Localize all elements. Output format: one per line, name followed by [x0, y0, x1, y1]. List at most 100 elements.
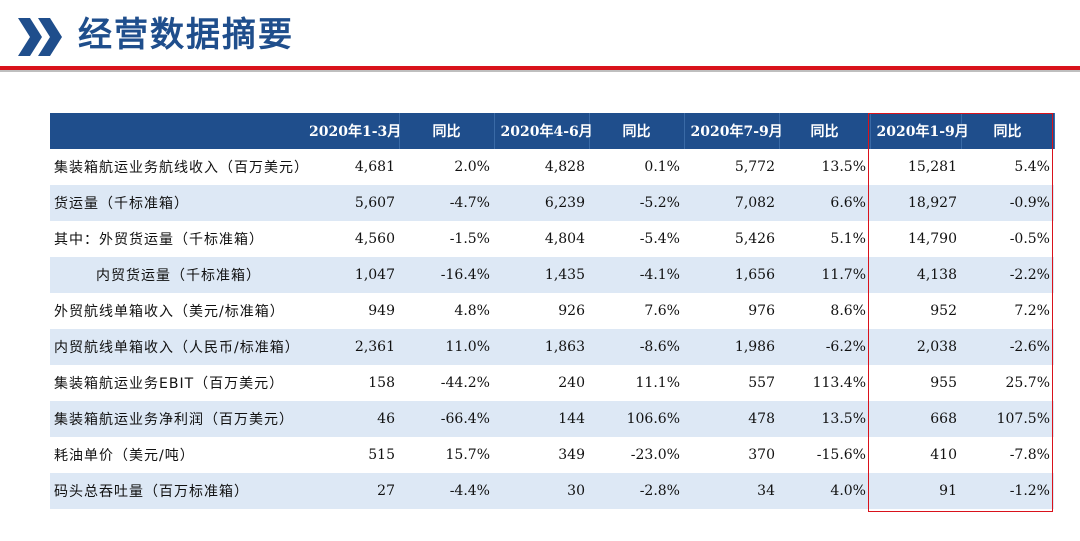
table-cell: -0.5%	[1009, 231, 1050, 247]
table-cell: 4,804	[544, 231, 585, 247]
table-cell: 91	[870, 473, 961, 509]
table-cell: -4.1%	[589, 257, 684, 293]
row-label: 集装箱航运业务航线收入（百万美元）	[54, 160, 309, 176]
table-cell: 1,863	[494, 329, 589, 365]
row-label: 集装箱航运业务净利润（百万美元）	[50, 401, 303, 437]
row-label: 集装箱航运业务EBIT（百万美元）	[54, 376, 285, 392]
header-cell: 同比	[589, 113, 685, 149]
table-cell: 240	[558, 375, 585, 391]
table-cell: -0.9%	[961, 185, 1054, 221]
header-red-rule	[0, 66, 1080, 70]
table-cell: 158	[368, 375, 395, 391]
table-cell: 5.4%	[1014, 159, 1050, 175]
table-cell: 1,047	[303, 257, 399, 293]
table-cell: -1.2%	[961, 473, 1054, 509]
table-cell: 668	[870, 401, 961, 437]
table-cell: 4,560	[354, 231, 395, 247]
table-cell: 27	[303, 473, 399, 509]
table-cell: 46	[303, 401, 399, 437]
table-cell: 11.7%	[779, 257, 870, 293]
table-cell: 515	[368, 447, 395, 463]
table-row: 货运量（千标准箱） 5,607 -4.7% 6,239 -5.2% 7,082 …	[50, 185, 1054, 221]
table-cell: 15.7%	[445, 447, 490, 463]
table-cell: -5.4%	[639, 231, 680, 247]
table-cell: -44.2%	[440, 375, 490, 391]
table-cell: 18,927	[870, 185, 961, 221]
header-cell: 2020年7-9月	[684, 113, 783, 149]
table-cell: -15.6%	[816, 447, 866, 463]
table-cell: 107.5%	[961, 401, 1054, 437]
table-row: 外贸航线单箱收入（美元/标准箱） 949 4.8% 926 7.6% 976 8…	[50, 293, 1054, 329]
table-cell: -16.4%	[399, 257, 494, 293]
row-label: 内贸航线单箱收入（人民币/标准箱）	[50, 329, 303, 365]
table-cell: 1,656	[684, 257, 779, 293]
table-cell: 2,038	[870, 329, 961, 365]
operating-data-table: 2020年1-3月 同比 2020年4-6月 同比 2020年7-9月 同比 2…	[50, 113, 1055, 509]
table-row: 集装箱航运业务EBIT（百万美元） 158 -44.2% 240 11.1% 5…	[50, 365, 1054, 401]
table-cell: 410	[930, 447, 957, 463]
table-row: 内贸货运量（千标准箱） 1,047 -16.4% 1,435 -4.1% 1,6…	[50, 257, 1054, 293]
table-cell: 2.0%	[454, 159, 490, 175]
row-label: 外贸航线单箱收入（美元/标准箱）	[54, 304, 285, 320]
row-label: 其中：外贸货运量（千标准箱）	[54, 232, 264, 248]
table-cell: 11.0%	[399, 329, 494, 365]
table-cell: -8.6%	[589, 329, 684, 365]
table-cell: 8.6%	[830, 303, 866, 319]
table-cell: 6.6%	[779, 185, 870, 221]
header-cell: 2020年1-3月	[303, 113, 401, 149]
row-label: 内贸货运量（千标准箱）	[50, 257, 303, 293]
table-cell: 349	[558, 447, 585, 463]
table-row: 耗油单价（美元/吨） 515 15.7% 349 -23.0% 370 -15.…	[50, 437, 1054, 473]
table-cell: 25.7%	[1005, 375, 1050, 391]
table-cell: 144	[494, 401, 589, 437]
header-grey-rule	[0, 70, 1080, 72]
header-cell: 同比	[399, 113, 495, 149]
table-cell: -1.5%	[449, 231, 490, 247]
table-cell: -4.7%	[399, 185, 494, 221]
table-cell: 11.1%	[635, 375, 680, 391]
table-cell: 0.1%	[644, 159, 680, 175]
table-cell: 13.5%	[821, 159, 866, 175]
table-cell: 15,281	[908, 159, 957, 175]
table-cell: 1,435	[494, 257, 589, 293]
table-cell: 14,790	[908, 231, 957, 247]
table-cell: 5,426	[734, 231, 775, 247]
table-cell: 370	[748, 447, 775, 463]
table-cell: 7,082	[684, 185, 779, 221]
table-cell: 1,986	[684, 329, 779, 365]
page-title: 经营数据摘要	[78, 15, 294, 55]
table-row: 内贸航线单箱收入（人民币/标准箱） 2,361 11.0% 1,863 -8.6…	[50, 329, 1054, 365]
table-cell: -6.2%	[779, 329, 870, 365]
table-cell: 557	[748, 375, 775, 391]
table-cell: 955	[930, 375, 957, 391]
row-label: 货运量（千标准箱）	[50, 185, 303, 221]
table-cell: 113.4%	[812, 375, 866, 391]
slide-header: 经营数据摘要	[0, 0, 1080, 72]
table-cell: -66.4%	[399, 401, 494, 437]
table-cell: 106.6%	[589, 401, 684, 437]
double-chevron-icon	[18, 18, 62, 56]
table-cell: -2.8%	[589, 473, 684, 509]
table-row: 集装箱航运业务航线收入（百万美元） 4,681 2.0% 4,828 0.1% …	[50, 149, 1054, 185]
table-cell: 5,607	[303, 185, 399, 221]
table-header-row: 2020年1-3月 同比 2020年4-6月 同比 2020年7-9月 同比 2…	[50, 113, 1055, 149]
table-cell: 4.8%	[454, 303, 490, 319]
table-cell: 34	[684, 473, 779, 509]
header-cell	[50, 113, 303, 149]
table-cell: 952	[930, 303, 957, 319]
table-cell: -2.2%	[961, 257, 1054, 293]
table-cell: 30	[494, 473, 589, 509]
table-cell: 926	[558, 303, 585, 319]
table-cell: 6,239	[494, 185, 589, 221]
table-cell: 2,361	[303, 329, 399, 365]
table-row: 集装箱航运业务净利润（百万美元） 46 -66.4% 144 106.6% 47…	[50, 401, 1054, 437]
table-cell: 976	[748, 303, 775, 319]
table-cell: 4,828	[544, 159, 585, 175]
header-cell: 2020年4-6月	[494, 113, 593, 149]
table-cell: -23.0%	[630, 447, 680, 463]
table-cell: -4.4%	[399, 473, 494, 509]
table-cell: 478	[684, 401, 779, 437]
table-cell: 949	[368, 303, 395, 319]
table-row: 其中：外贸货运量（千标准箱） 4,560 -1.5% 4,804 -5.4% 5…	[50, 221, 1054, 257]
table-cell: 4,681	[354, 159, 395, 175]
